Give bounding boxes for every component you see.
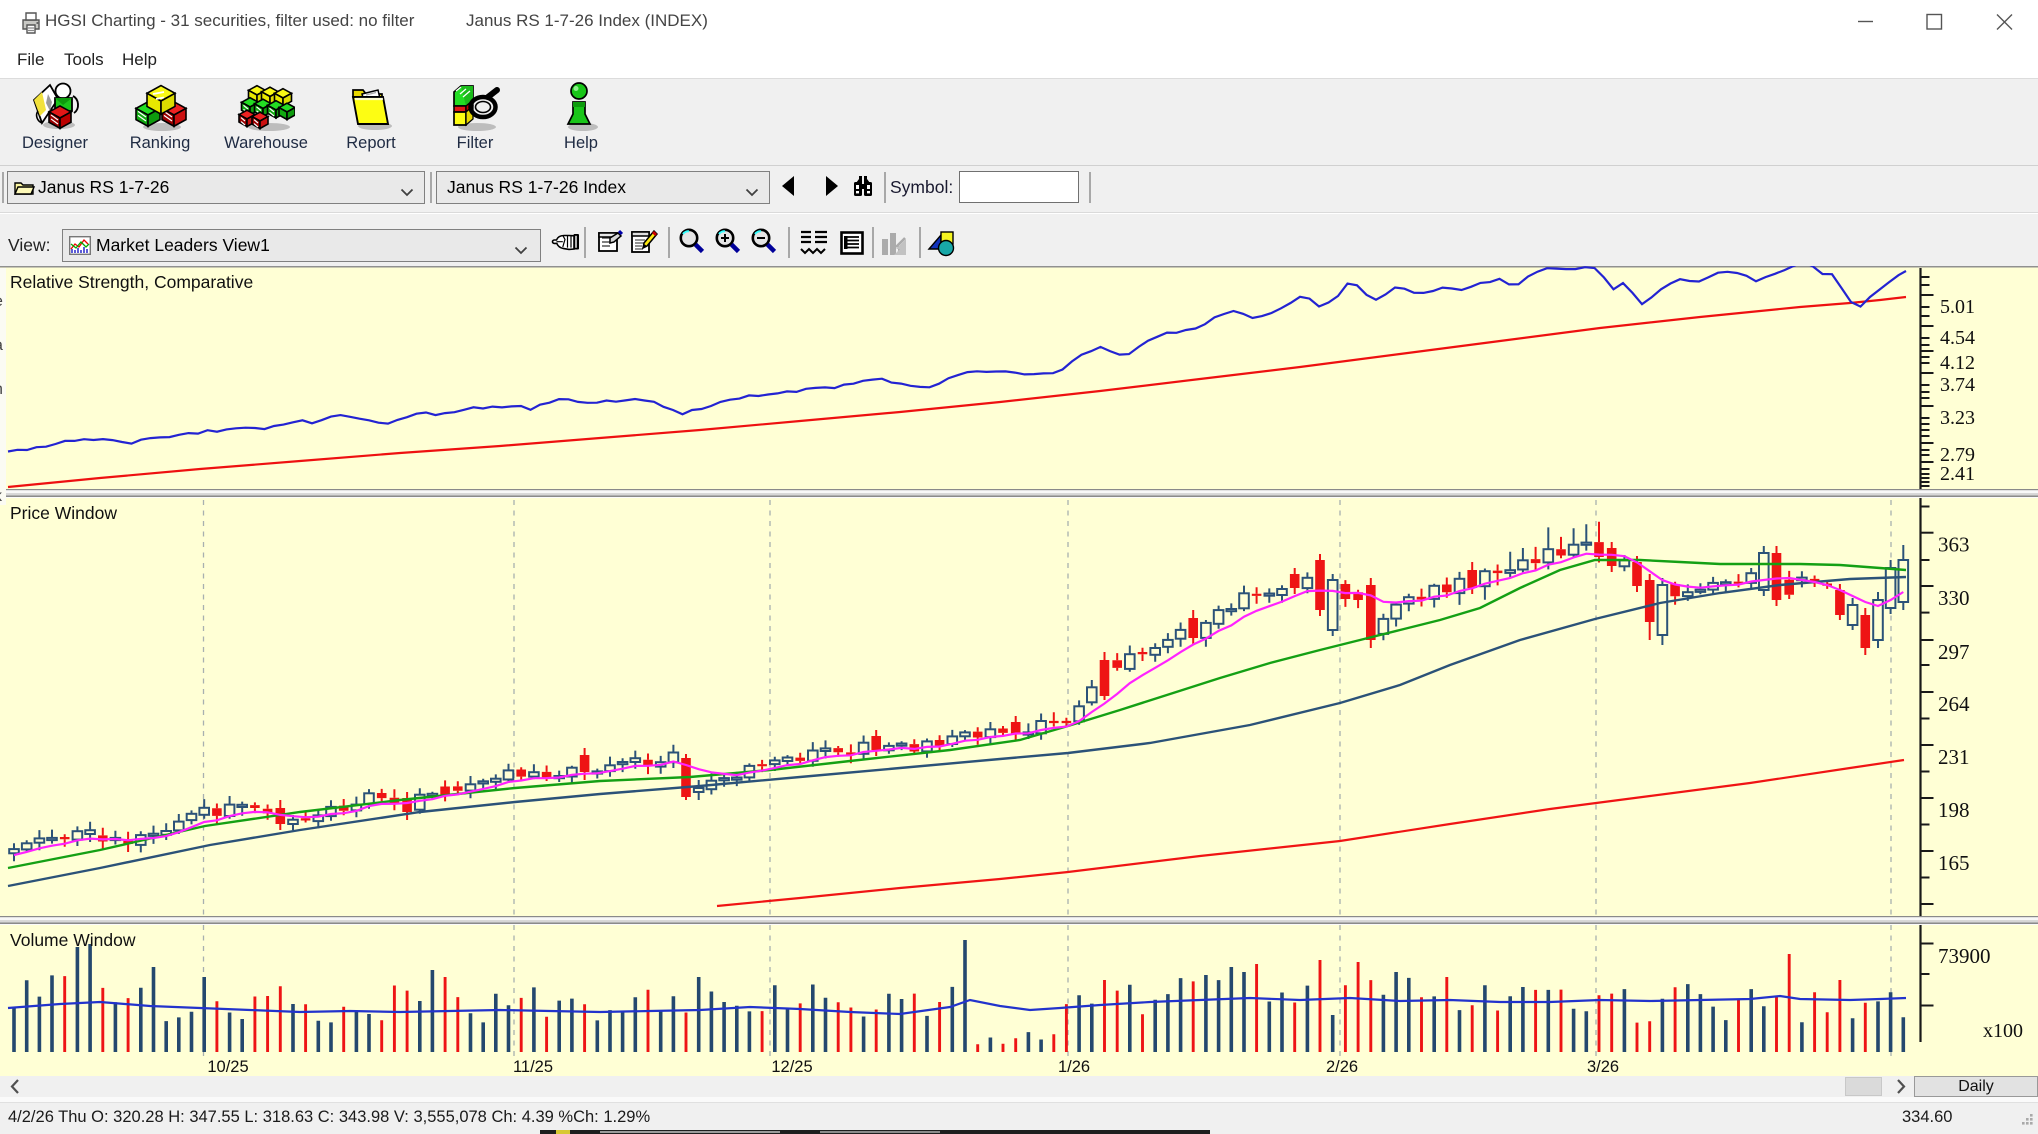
svg-text:Relative Strength, Comparative: Relative Strength, Comparative: [10, 272, 253, 292]
svg-text:165: 165: [1938, 851, 1970, 875]
svg-text:297: 297: [1938, 640, 1970, 664]
svg-text:5.01: 5.01: [1940, 296, 1975, 318]
svg-text:Price Window: Price Window: [10, 503, 117, 523]
svg-text:x100: x100: [1983, 1020, 2023, 1042]
svg-text:2.79: 2.79: [1940, 444, 1975, 466]
svg-text:4.54: 4.54: [1940, 327, 1975, 349]
svg-text:264: 264: [1938, 692, 1970, 716]
svg-text:a: a: [0, 337, 3, 354]
svg-text:10/25: 10/25: [207, 1058, 248, 1076]
svg-text:198: 198: [1938, 798, 1970, 822]
svg-text:73900: 73900: [1938, 944, 1991, 968]
svg-text:Volume Window: Volume Window: [10, 930, 136, 950]
svg-text:2/26: 2/26: [1326, 1058, 1358, 1076]
svg-text:3/26: 3/26: [1587, 1058, 1619, 1076]
svg-text:1/26: 1/26: [1058, 1058, 1090, 1076]
svg-text:k: k: [0, 488, 3, 505]
svg-text:12/25: 12/25: [771, 1058, 812, 1076]
svg-text:e: e: [0, 293, 3, 310]
svg-text:4.12: 4.12: [1940, 352, 1975, 374]
svg-text:363: 363: [1938, 533, 1970, 557]
svg-text:h: h: [0, 381, 3, 398]
svg-text:3.23: 3.23: [1940, 407, 1975, 429]
svg-text:231: 231: [1938, 745, 1970, 769]
svg-text:3.74: 3.74: [1940, 374, 1975, 396]
svg-text:2.41: 2.41: [1940, 463, 1975, 485]
svg-text:11/25: 11/25: [513, 1058, 553, 1076]
svg-text:330: 330: [1938, 586, 1970, 610]
